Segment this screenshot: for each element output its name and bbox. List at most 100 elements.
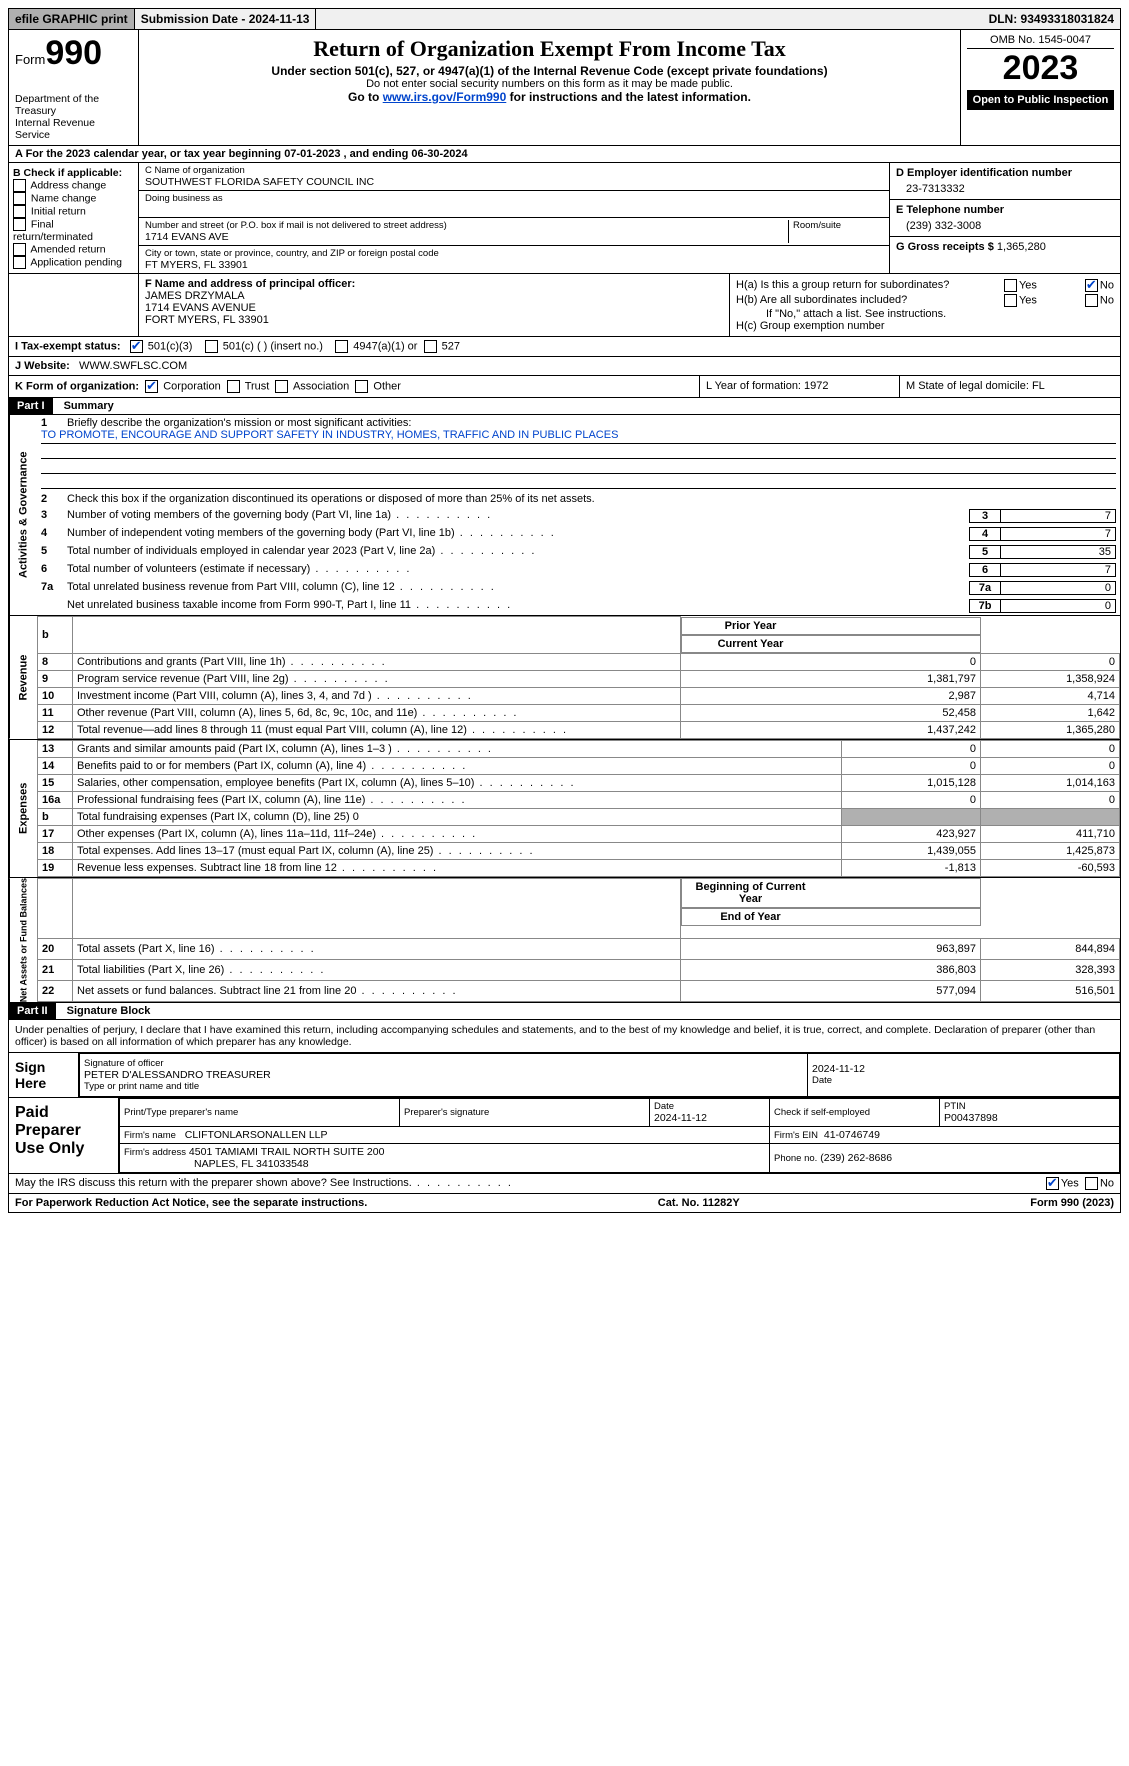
part1-header: Part I Summary — [8, 398, 1121, 415]
fin-row-13: 13Grants and similar amounts paid (Part … — [38, 740, 1120, 757]
mission-blank1 — [41, 444, 1116, 459]
k-trust: Trust — [245, 380, 270, 392]
firm-ein: 41-0746749 — [824, 1129, 880, 1141]
k-assoc-check[interactable] — [275, 380, 288, 393]
part1-label: Part I — [9, 398, 53, 414]
i-527-check[interactable] — [424, 340, 437, 353]
irs-link[interactable]: www.irs.gov/Form990 — [383, 90, 507, 104]
i-label: I Tax-exempt status: — [15, 340, 121, 352]
b-marker: b — [38, 617, 73, 654]
firm-phone: (239) 262-8686 — [820, 1152, 892, 1164]
paid-preparer-block: Paid Preparer Use Only Print/Type prepar… — [8, 1098, 1121, 1174]
subtitle-1: Under section 501(c), 527, or 4947(a)(1)… — [145, 64, 954, 78]
officer-addr2: FORT MYERS, FL 33901 — [145, 314, 723, 326]
summary-activities: Activities & Governance 1Briefly describ… — [8, 415, 1121, 616]
k-trust-check[interactable] — [227, 380, 240, 393]
k-other-check[interactable] — [355, 380, 368, 393]
i-501c3: 501(c)(3) — [148, 340, 193, 352]
hb-no[interactable]: No — [1085, 294, 1114, 307]
ein-value: 23-7313332 — [896, 179, 1114, 195]
sig-officer-label: Signature of officer — [84, 1058, 803, 1069]
b-label: B Check if applicable: — [13, 167, 134, 179]
prep-date: 2024-11-12 — [654, 1112, 765, 1124]
summary-line-4: 4Number of independent voting members of… — [37, 525, 1120, 543]
open-inspection: Open to Public Inspection — [967, 90, 1114, 110]
fin-row-12: 12Total revenue—add lines 8 through 11 (… — [38, 721, 1120, 738]
submission-date: Submission Date - 2024-11-13 — [135, 9, 317, 29]
fin-row-19: 19Revenue less expenses. Subtract line 1… — [38, 859, 1120, 876]
discuss-no[interactable]: No — [1085, 1177, 1114, 1190]
fin-row-9: 9Program service revenue (Part VIII, lin… — [38, 670, 1120, 687]
form-label: Form — [15, 52, 45, 67]
i-4947-check[interactable] — [335, 340, 348, 353]
i-501c-check[interactable] — [205, 340, 218, 353]
signature-declaration: Under penalties of perjury, I declare th… — [8, 1020, 1121, 1053]
form-header: Form990 Department of the Treasury Inter… — [8, 30, 1121, 146]
omb-number: OMB No. 1545-0047 — [967, 34, 1114, 49]
line2: 2Check this box if the organization disc… — [37, 491, 1120, 507]
hdr-end: End of Year — [681, 908, 981, 926]
discuss-row: May the IRS discuss this return with the… — [8, 1174, 1121, 1194]
summary-line-5: 5Total number of individuals employed in… — [37, 543, 1120, 561]
mission-blank2 — [41, 459, 1116, 474]
b-final-return[interactable]: Final return/terminated — [13, 218, 134, 243]
k-corp-check[interactable] — [145, 380, 158, 393]
fin-net: Net Assets or Fund Balances Beginning of… — [8, 878, 1121, 1003]
org-name: SOUTHWEST FLORIDA SAFETY COUNCIL INC — [145, 176, 883, 188]
street-address: 1714 EVANS AVE — [145, 231, 784, 243]
discuss-yes[interactable]: Yes — [1046, 1177, 1079, 1190]
col-c: C Name of organization SOUTHWEST FLORIDA… — [139, 163, 890, 273]
b-initial-return[interactable]: Initial return — [13, 205, 134, 218]
phone-value: (239) 332-3008 — [896, 216, 1114, 232]
line1-label: Briefly describe the organization's miss… — [67, 417, 411, 429]
foot-left: For Paperwork Reduction Act Notice, see … — [15, 1197, 367, 1209]
hdr-curr: Current Year — [681, 635, 981, 653]
row-i: I Tax-exempt status: 501(c)(3) 501(c) ( … — [8, 337, 1121, 357]
fin-row-21: 21Total liabilities (Part X, line 26)386… — [38, 959, 1120, 980]
sign-here-block: Sign Here Signature of officer PETER D'A… — [8, 1053, 1121, 1098]
form-num: 990 — [45, 34, 102, 72]
form-number: Form990 — [15, 34, 132, 73]
fin-row-8: 8Contributions and grants (Part VIII, li… — [38, 653, 1120, 670]
officer-addr1: 1714 EVANS AVENUE — [145, 302, 723, 314]
b-address-change[interactable]: Address change — [13, 179, 134, 192]
part2-header: Part II Signature Block — [8, 1003, 1121, 1020]
city-state-zip: FT MYERS, FL 33901 — [145, 259, 883, 271]
ha-no[interactable]: No — [1085, 279, 1114, 292]
b-name-change[interactable]: Name change — [13, 192, 134, 205]
part2-title: Signature Block — [59, 1005, 151, 1017]
line2-text: Check this box if the organization disco… — [67, 493, 1116, 505]
city-label: City or town, state or province, country… — [145, 248, 883, 259]
fin-revenue: Revenue bPrior YearCurrent Year 8Contrib… — [8, 616, 1121, 740]
part2-label: Part II — [9, 1003, 56, 1019]
ptin-label: PTIN — [944, 1101, 1115, 1112]
firm-addr1: 4501 TAMIAMI TRAIL NORTH SUITE 200 — [189, 1146, 384, 1158]
hc-label: H(c) Group exemption number — [736, 320, 1114, 332]
hb-label: H(b) Are all subordinates included? — [736, 294, 956, 307]
ha-yes[interactable]: Yes — [1004, 279, 1037, 292]
fin-row-10: 10Investment income (Part VIII, column (… — [38, 687, 1120, 704]
i-501c3-check[interactable] — [130, 340, 143, 353]
firm-name: CLIFTONLARSONALLEN LLP — [185, 1129, 328, 1141]
firm-name-label: Firm's name — [124, 1130, 176, 1141]
fh-block: F Name and address of principal officer:… — [8, 274, 1121, 337]
top-bar: efile GRAPHIC print Submission Date - 20… — [8, 8, 1121, 30]
hb-note: If "No," attach a list. See instructions… — [736, 308, 1114, 320]
print-name-label: Print/Type preparer's name — [124, 1107, 395, 1118]
l-year-formation: L Year of formation: 1972 — [700, 376, 900, 397]
hb-yes[interactable]: Yes — [1004, 294, 1037, 307]
prep-sig-label: Preparer's signature — [404, 1107, 645, 1118]
b-app-pending[interactable]: Application pending — [13, 256, 134, 269]
b-amended[interactable]: Amended return — [13, 243, 134, 256]
firm-addr-label: Firm's address — [124, 1147, 186, 1158]
fin-row-17: 17Other expenses (Part IX, column (A), l… — [38, 825, 1120, 842]
sign-here-label: Sign Here — [9, 1053, 79, 1097]
k-other: Other — [373, 380, 401, 392]
officer-name: JAMES DRZYMALA — [145, 290, 723, 302]
vlabel-revenue: Revenue — [9, 616, 37, 739]
gross-label: G Gross receipts $ — [896, 241, 994, 253]
officer-sig-name: PETER D'ALESSANDRO TREASURER — [84, 1069, 803, 1081]
tax-year: 2023 — [967, 49, 1114, 88]
k-label: K Form of organization: — [15, 380, 139, 392]
row-klm: K Form of organization: Corporation Trus… — [8, 376, 1121, 398]
